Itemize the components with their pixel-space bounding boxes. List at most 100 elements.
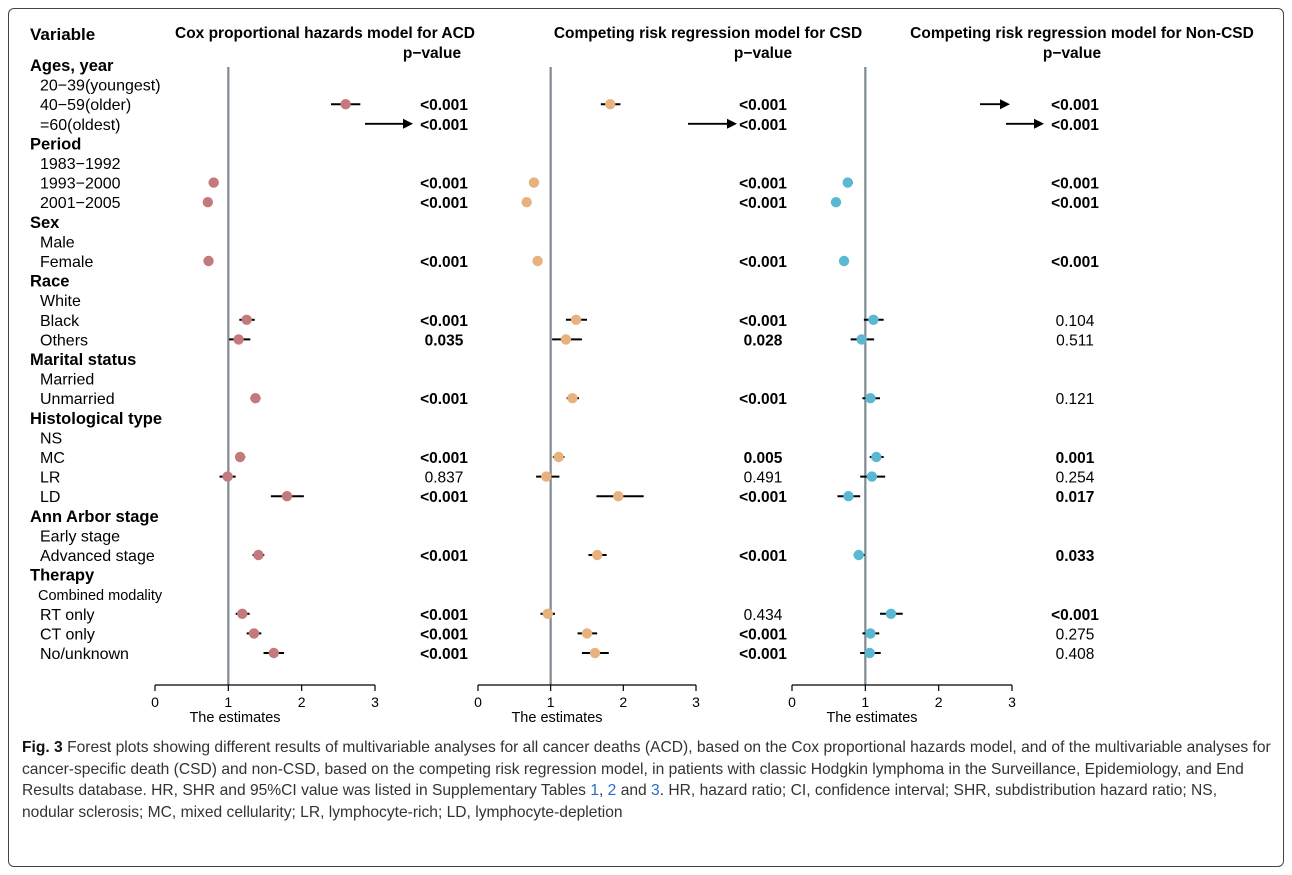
x-tick-label: 3 (371, 694, 379, 710)
table-ref-2[interactable]: 2 (607, 782, 617, 799)
p-value-label: 0.017 (1056, 489, 1095, 506)
estimate-point (871, 451, 882, 463)
row-group-label: Sex (30, 214, 60, 232)
p-value-label: <0.001 (739, 548, 787, 565)
estimate-point (234, 451, 246, 463)
x-tick-label: 2 (298, 694, 306, 710)
estimate-point (856, 334, 867, 345)
p-value-label: <0.001 (420, 548, 468, 565)
row-level-label: LR (40, 470, 60, 487)
p-value-label: 0.001 (1056, 450, 1095, 467)
caption-text-4: . HR, hazard ratio; CI, confidence inter… (22, 782, 1218, 821)
arrow-head (1034, 118, 1044, 129)
pvalue-header: p−value (734, 45, 793, 62)
x-axis-label: The estimates (189, 710, 280, 726)
p-value-label: <0.001 (420, 195, 468, 212)
row-level-label: 2001−2005 (40, 195, 121, 212)
estimate-point (613, 491, 624, 502)
row-level-label: Black (40, 313, 80, 330)
estimate-point (865, 393, 876, 404)
x-tick-label: 2 (619, 694, 627, 710)
p-value-label: <0.001 (420, 450, 468, 467)
p-value-label: <0.001 (739, 626, 787, 643)
row-level-label: NS (40, 430, 62, 447)
estimate-point (838, 255, 850, 267)
estimate-point (853, 549, 864, 561)
estimate-point (237, 608, 248, 619)
estimate-point (233, 334, 244, 345)
estimate-point (864, 647, 875, 659)
table-ref-3[interactable]: 3 (651, 782, 660, 799)
p-value-label: <0.001 (739, 117, 787, 134)
p-value-label: <0.001 (420, 254, 468, 271)
p-value-label: <0.001 (1051, 254, 1099, 271)
row-level-label: Male (40, 234, 75, 251)
p-value-label: <0.001 (739, 97, 787, 114)
estimate-point (591, 549, 603, 561)
arrow-head (403, 118, 413, 129)
p-value-label: <0.001 (739, 254, 787, 271)
estimate-point (542, 608, 553, 619)
row-group-label: Period (30, 135, 81, 153)
x-tick-label: 1 (224, 694, 232, 710)
estimate-point (528, 177, 540, 188)
pvalue-header: p−value (1043, 45, 1102, 62)
arrow-head (727, 118, 737, 129)
row-level-label: No/unknown (40, 646, 129, 663)
p-value-label: <0.001 (739, 176, 787, 193)
p-value-label: 0.434 (744, 607, 783, 624)
row-group-label: Histological type (30, 410, 162, 428)
estimate-point (605, 99, 616, 110)
x-axis-label: The estimates (511, 710, 602, 726)
p-value-label: <0.001 (420, 97, 468, 114)
x-axis-label: The estimates (826, 710, 917, 726)
x-tick-label: 3 (692, 694, 700, 710)
table-ref-1[interactable]: 1 (590, 782, 599, 799)
variable-header: Variable (30, 25, 95, 44)
estimate-point (830, 197, 842, 208)
row-level-label: RT only (40, 607, 95, 624)
x-tick-label: 1 (547, 694, 555, 710)
row-level-label: 40−59(older) (40, 97, 131, 114)
row-group-label: Ann Arbor stage (30, 508, 159, 526)
p-value-label: 0.121 (1056, 391, 1095, 408)
row-group-label: Ages, year (30, 57, 114, 75)
estimate-point (532, 255, 543, 267)
x-tick-label: 2 (935, 694, 943, 710)
estimate-point (253, 549, 264, 561)
p-value-label: 0.005 (744, 450, 783, 467)
row-level-label: 20−39(youngest) (40, 78, 161, 95)
p-value-label: <0.001 (420, 176, 468, 193)
row-level-label: LD (40, 489, 60, 506)
p-value-label: <0.001 (739, 489, 787, 506)
estimate-point (203, 255, 214, 267)
p-value-label: <0.001 (739, 195, 787, 212)
p-value-label: <0.001 (420, 626, 468, 643)
pvalue-header: p−value (403, 45, 462, 62)
estimate-point (560, 334, 572, 345)
row-group-label: Marital status (30, 351, 136, 369)
estimate-point (589, 647, 601, 659)
p-value-label: <0.001 (420, 646, 468, 663)
p-value-label: 0.033 (1056, 548, 1095, 565)
estimate-point (521, 197, 532, 208)
figure-frame (8, 8, 1284, 867)
estimate-point (268, 647, 279, 659)
row-level-label: 1983−1992 (40, 156, 121, 173)
panel-title: Cox proportional hazards model for ACD (175, 25, 475, 42)
row-level-label: Married (40, 372, 94, 389)
row-level-label: Combined modality (38, 588, 163, 604)
estimate-point (208, 177, 219, 188)
p-value-label: 0.408 (1056, 646, 1095, 663)
x-tick-label: 0 (151, 694, 159, 710)
row-level-label: MC (40, 450, 65, 467)
estimate-point (248, 628, 260, 639)
p-value-label: 0.491 (744, 470, 783, 487)
p-value-label: 0.035 (425, 332, 464, 349)
estimate-point (553, 451, 564, 463)
estimate-point (222, 471, 233, 482)
p-value-label: <0.001 (420, 391, 468, 408)
row-level-label: Early stage (40, 528, 120, 545)
estimate-point (570, 314, 582, 325)
p-value-label: 0.511 (1056, 332, 1094, 349)
